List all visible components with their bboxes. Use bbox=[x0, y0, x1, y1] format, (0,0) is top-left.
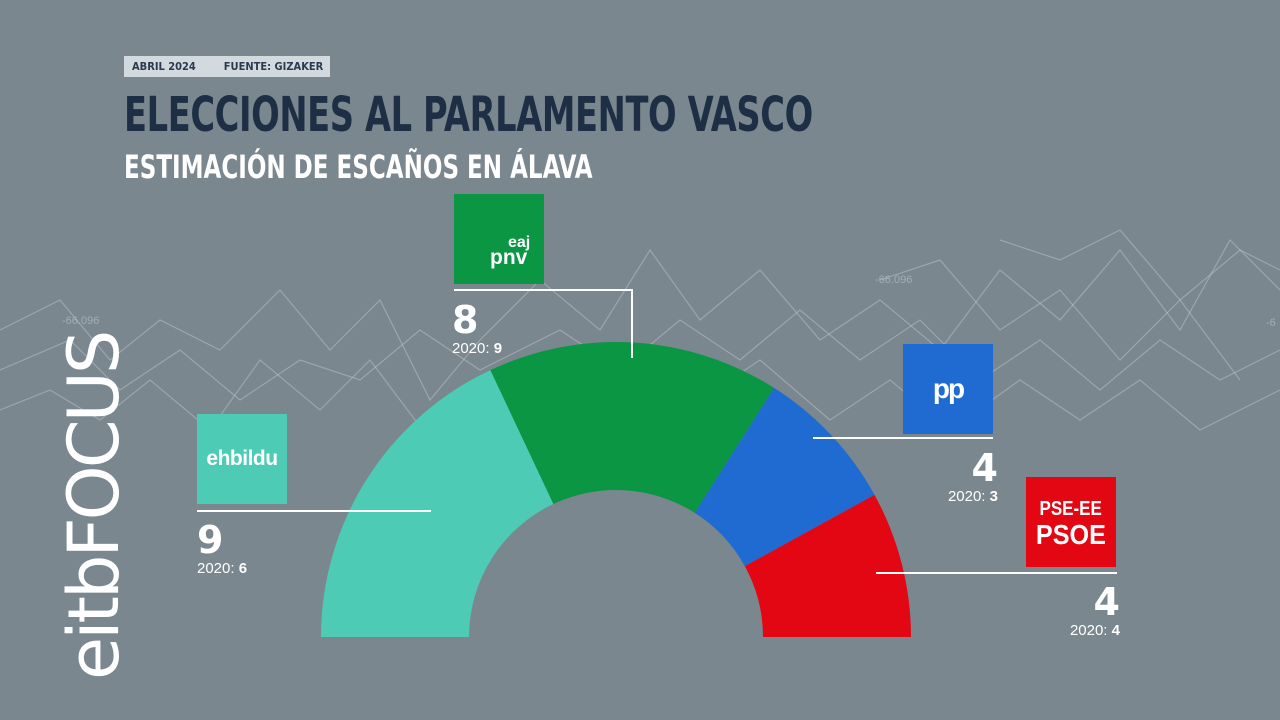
pnv-seats: 8 bbox=[452, 298, 479, 342]
pp-logo: pp bbox=[903, 344, 993, 434]
pp-seats: 4 bbox=[971, 446, 998, 490]
eitbfocus-logo: eitbFOCUS bbox=[53, 332, 135, 680]
prev-value: 9 bbox=[493, 340, 503, 357]
prev-label: 2020: bbox=[947, 488, 986, 505]
prev-label: 2020: bbox=[1069, 622, 1108, 639]
source-bar: ABRIL 2024 FUENTE: GIZAKER bbox=[124, 56, 330, 77]
pp-logo-text: pp bbox=[932, 373, 965, 404]
pnv-leader-line bbox=[454, 289, 633, 358]
prev-label: 2020: bbox=[452, 340, 490, 357]
background-network-ticks: -66.096 -66.096 -6 bbox=[62, 274, 1276, 329]
background-tick-label: -6 bbox=[1266, 317, 1276, 329]
ehbildu-seats: 9 bbox=[197, 518, 224, 562]
prev-label: 2020: bbox=[197, 560, 235, 577]
psoe-seats: 4 bbox=[1093, 580, 1120, 624]
ehbildu-logo-text: ehbildu bbox=[206, 447, 278, 470]
psoe-seats-2020: 2020: 4 bbox=[1022, 622, 1120, 640]
pp-arc-segment bbox=[694, 387, 875, 567]
ehbildu-arc-segment bbox=[321, 370, 554, 637]
psoe-logo: PSE-EE PSOE bbox=[1026, 477, 1116, 567]
psoe-arc-segment bbox=[744, 494, 911, 637]
pnv-seats-2020: 2020: 9 bbox=[452, 340, 502, 358]
pnv-logo: eaj pnv bbox=[454, 194, 544, 284]
background-tick-label: -66.096 bbox=[875, 274, 912, 286]
pp-seats-2020: 2020: 3 bbox=[900, 488, 998, 506]
prev-value: 4 bbox=[1111, 622, 1120, 639]
ehbildu-seats-2020: 2020: 6 bbox=[197, 560, 247, 578]
psoe-logo-top-text: PSE-EE bbox=[1039, 498, 1103, 520]
prev-value: 3 bbox=[989, 488, 998, 505]
chart-subtitle: ESTIMACIÓN DE ESCAÑOS EN ÁLAVA bbox=[124, 148, 593, 186]
source-label: FUENTE: GIZAKER bbox=[223, 60, 324, 73]
prev-value: 6 bbox=[238, 560, 248, 577]
pnv-arc-segment bbox=[490, 342, 775, 513]
psoe-logo-bottom-text: PSOE bbox=[1035, 519, 1107, 550]
leader-lines bbox=[197, 289, 1117, 574]
background-tick-label: -66.096 bbox=[62, 315, 99, 327]
pnv-logo-top-text: eaj bbox=[508, 234, 531, 251]
seat-arc bbox=[321, 342, 911, 637]
page-title: ELECCIONES AL PARLAMENTO VASCO bbox=[124, 87, 813, 143]
date-label: ABRIL 2024 bbox=[132, 60, 196, 73]
pnv-logo-bottom-text: pnv bbox=[490, 246, 528, 269]
ehbildu-logo: ehbildu bbox=[197, 414, 287, 504]
